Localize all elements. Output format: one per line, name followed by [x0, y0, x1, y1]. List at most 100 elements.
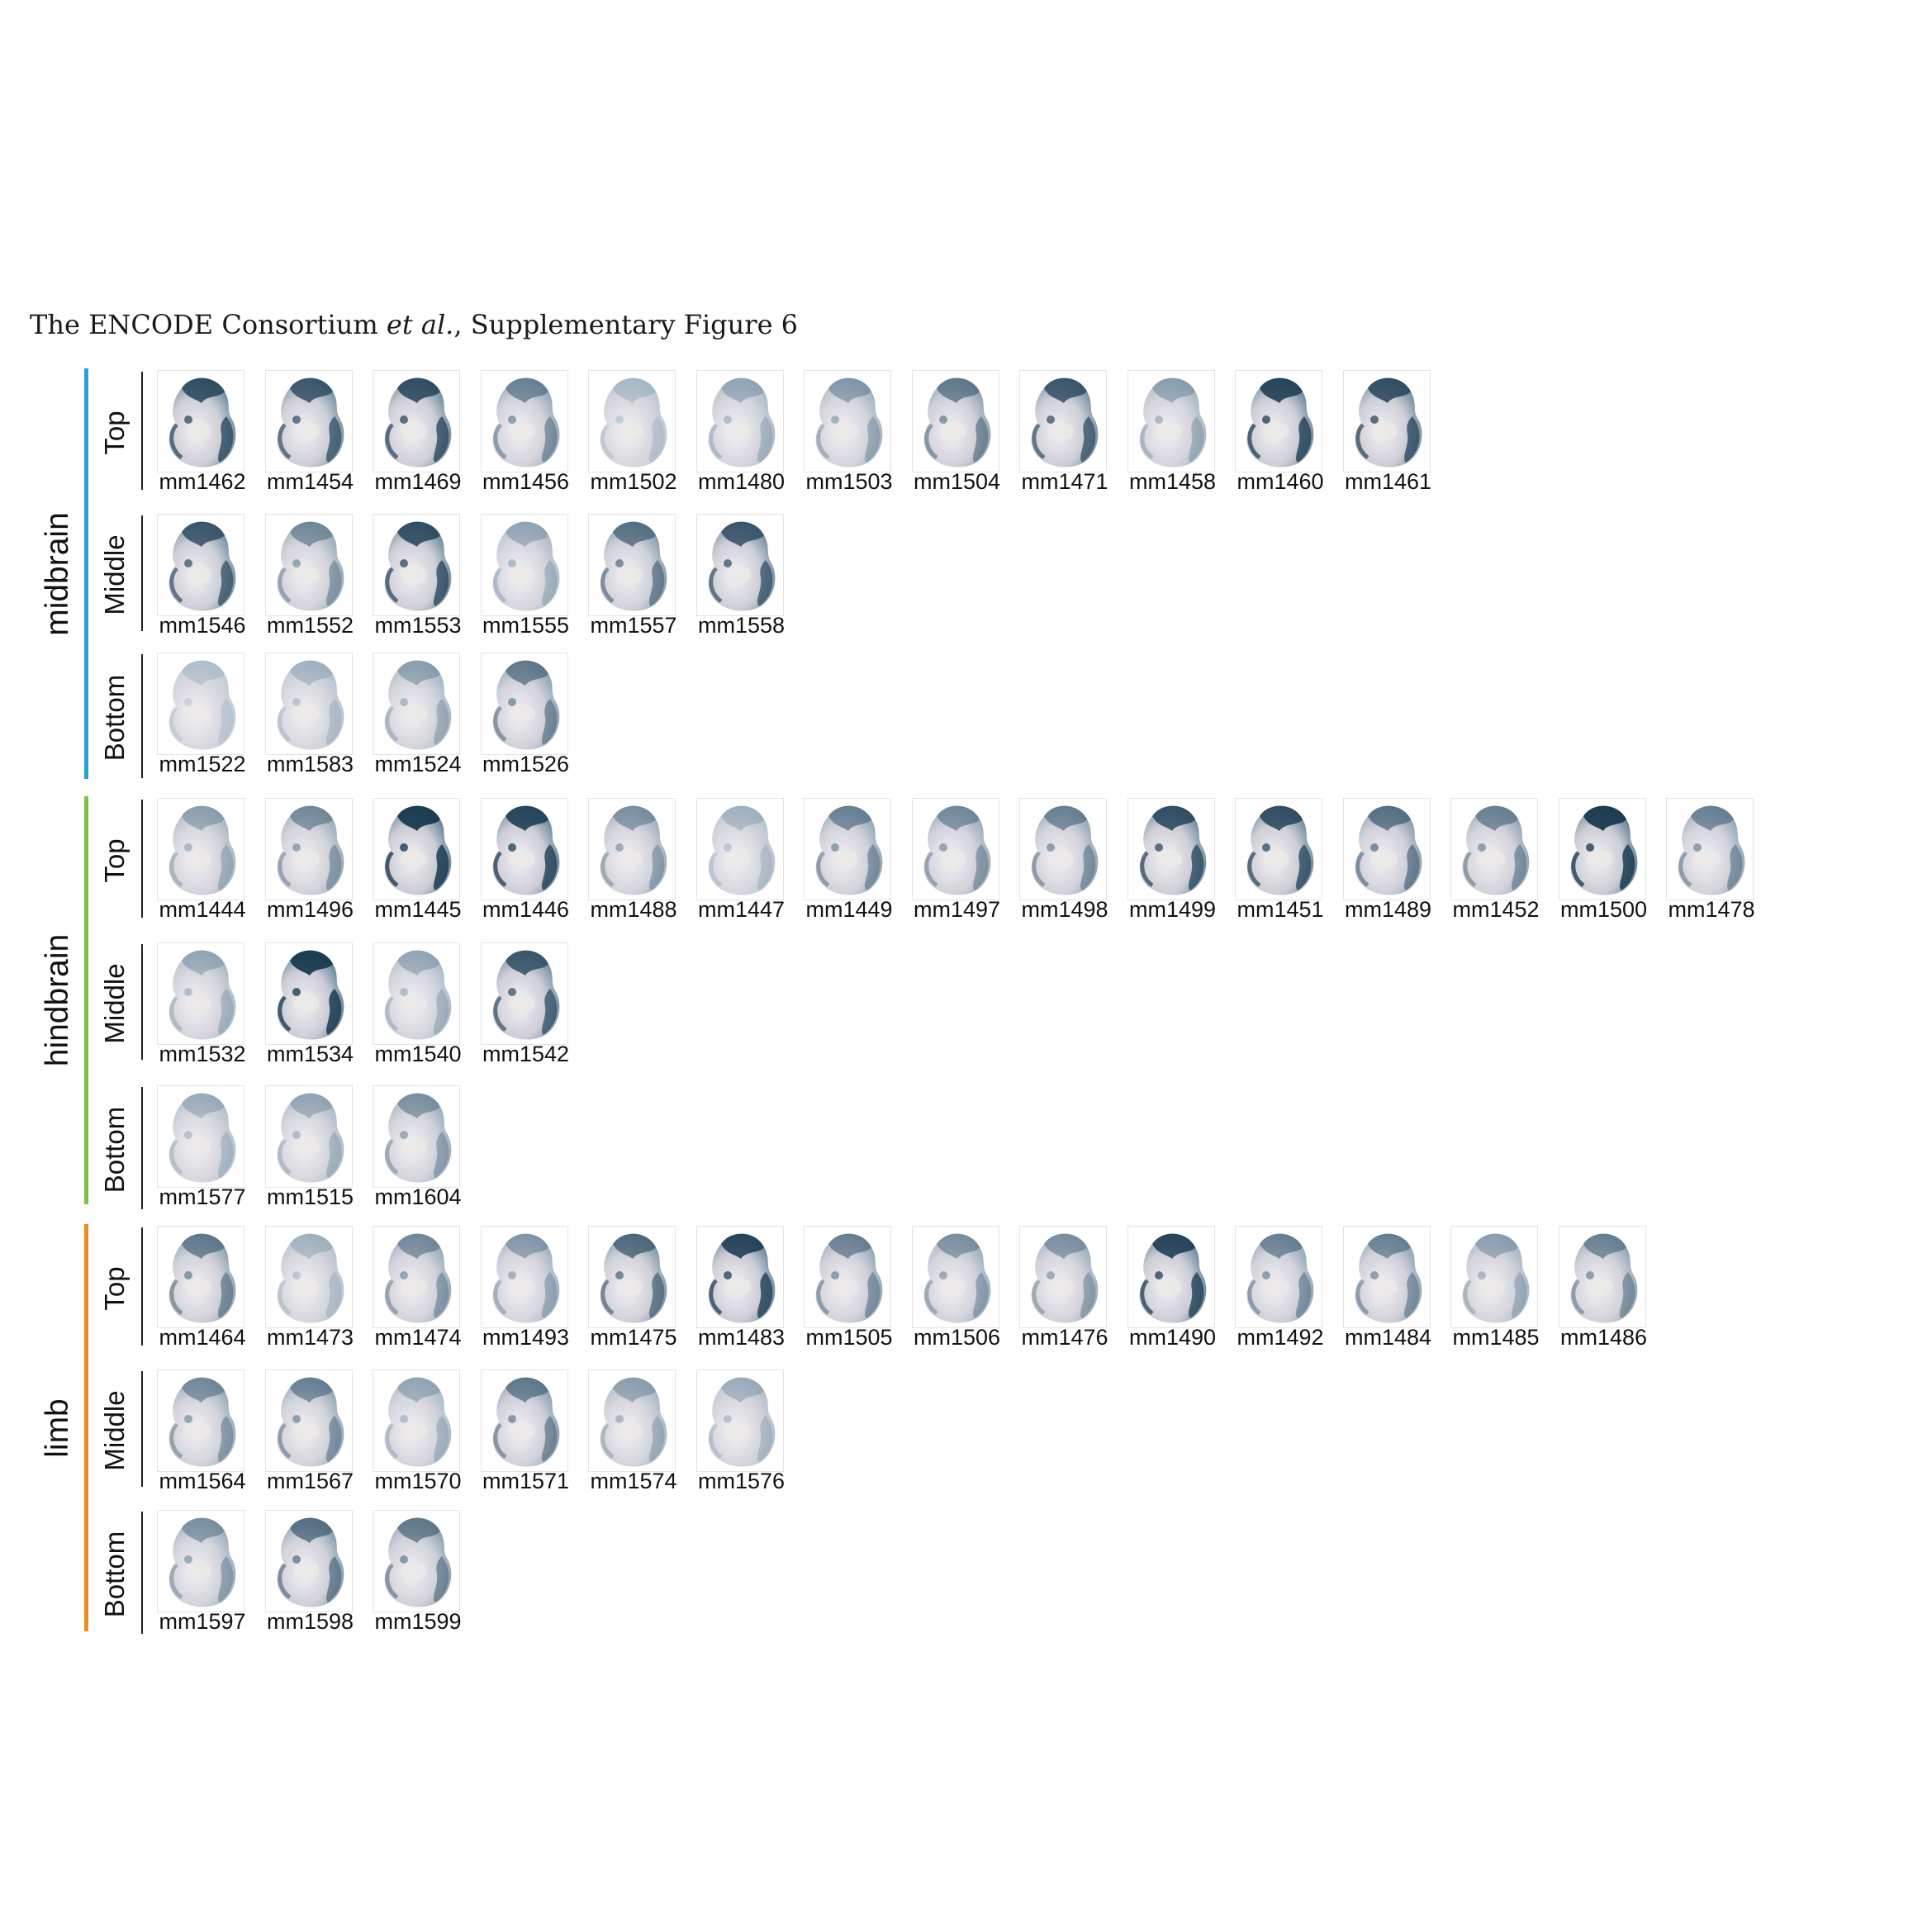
- embryo-stain-graphic: [384, 660, 452, 750]
- embryo-stain-graphic: [1462, 805, 1530, 895]
- embryo-image-mm1504: mm1504: [911, 370, 1003, 502]
- embryo-stain-graphic: [492, 950, 559, 1040]
- region-label-limb: limb: [40, 1398, 75, 1458]
- embryo-image-mm1497: mm1497: [911, 798, 1003, 930]
- embryo-image-mm1558: mm1558: [695, 514, 787, 646]
- embryo-id-label: mm1478: [1668, 897, 1755, 922]
- embryo-id-label: mm1474: [374, 1325, 462, 1350]
- embryo-image-mm1499: mm1499: [1127, 798, 1218, 930]
- embryo-stain-graphic: [492, 660, 559, 750]
- embryo-image-mm1456: mm1456: [480, 370, 572, 502]
- embryo-stain-graphic: [815, 1233, 883, 1323]
- embryo-stain-graphic: [1139, 805, 1206, 895]
- embryo-stain-graphic: [277, 950, 344, 1040]
- embryo-id-label: mm1445: [374, 897, 462, 922]
- embryo-image-mm1496: mm1496: [264, 798, 356, 930]
- embryo-image-mm1445: mm1445: [373, 798, 463, 930]
- embryo-image-mm1534: mm1534: [264, 942, 356, 1075]
- embryo-image-mm1503: mm1503: [804, 370, 895, 502]
- embryo-id-label: mm1558: [697, 613, 786, 638]
- embryo-stain-graphic: [1031, 805, 1099, 895]
- embryo-image-mm1446: mm1446: [480, 798, 572, 930]
- embryo-image-mm1484: mm1484: [1342, 1226, 1434, 1358]
- region-bar-hindbrain: [84, 796, 88, 1204]
- embryo-id-label: mm1471: [1021, 469, 1108, 494]
- embryo-image-mm1576: mm1576: [695, 1369, 787, 1502]
- embryo-stain-graphic: [277, 660, 344, 750]
- embryo-image-mm1460: mm1460: [1235, 370, 1326, 502]
- embryo-id-label: mm1555: [482, 613, 570, 638]
- embryo-stain-graphic: [384, 1093, 452, 1183]
- embryo-id-label: mm1454: [266, 469, 354, 494]
- embryo-image-mm1604: mm1604: [373, 1085, 463, 1218]
- embryo-stain-graphic: [169, 521, 236, 611]
- embryo-id-label: mm1473: [266, 1325, 354, 1350]
- embryo-stain-graphic: [815, 377, 883, 468]
- embryo-id-label: mm1505: [805, 1325, 893, 1350]
- embryo-image-mm1451: mm1451: [1235, 798, 1326, 930]
- embryo-stain-graphic: [1139, 377, 1206, 468]
- tier-label-bottom: Bottom: [99, 1106, 130, 1194]
- region-bar-limb: [84, 1224, 88, 1631]
- embryo-image-mm1469: mm1469: [373, 370, 463, 502]
- embryo-image-mm1564: mm1564: [157, 1369, 248, 1502]
- tier-label-middle: Middle: [99, 534, 130, 615]
- embryo-id-label: mm1469: [374, 469, 462, 494]
- embryo-image-mm1488: mm1488: [588, 798, 679, 930]
- embryo-id-label: mm1489: [1344, 897, 1432, 922]
- embryo-stain-graphic: [708, 377, 775, 468]
- embryo-id-label: mm1488: [590, 897, 677, 922]
- header-prefix: The ENCODE Consortium: [30, 309, 387, 340]
- embryo-stain-graphic: [169, 950, 236, 1040]
- embryo-stain-graphic: [1462, 1233, 1530, 1323]
- tier-divider: [141, 372, 143, 490]
- embryo-id-label: mm1557: [590, 613, 677, 638]
- embryo-id-label: mm1552: [266, 613, 354, 638]
- embryo-image-mm1452: mm1452: [1450, 798, 1541, 930]
- embryo-id-label: mm1522: [159, 752, 246, 776]
- embryo-stain-graphic: [1570, 805, 1637, 895]
- embryo-image-mm1598: mm1598: [264, 1510, 356, 1642]
- embryo-stain-graphic: [277, 1517, 344, 1607]
- embryo-image-mm1473: mm1473: [264, 1226, 356, 1358]
- embryo-stain-graphic: [169, 1377, 236, 1467]
- embryo-id-label: mm1498: [1021, 897, 1108, 922]
- embryo-image-mm1449: mm1449: [804, 798, 895, 930]
- embryo-stain-graphic: [384, 1377, 452, 1467]
- header-italic: et al.: [386, 309, 454, 340]
- embryo-image-mm1485: mm1485: [1450, 1226, 1541, 1358]
- embryo-image-mm1493: mm1493: [480, 1226, 572, 1358]
- embryo-image-mm1552: mm1552: [264, 514, 356, 646]
- embryo-image-mm1526: mm1526: [480, 653, 572, 785]
- embryo-id-label: mm1532: [159, 1042, 246, 1066]
- embryo-id-label: mm1460: [1237, 469, 1324, 494]
- embryo-image-mm1476: mm1476: [1019, 1226, 1110, 1358]
- embryo-stain-graphic: [600, 1377, 667, 1467]
- embryo-stain-graphic: [1246, 805, 1314, 895]
- embryo-stain-graphic: [1246, 377, 1314, 468]
- embryo-id-label: mm1574: [590, 1469, 677, 1493]
- embryo-id-label: mm1461: [1344, 469, 1432, 494]
- embryo-image-mm1583: mm1583: [264, 653, 356, 785]
- embryo-image-mm1490: mm1490: [1127, 1226, 1218, 1358]
- embryo-id-label: mm1571: [482, 1469, 570, 1493]
- embryo-image-mm1458: mm1458: [1127, 370, 1218, 502]
- tier-label-top: Top: [99, 838, 130, 883]
- embryo-stain-graphic: [708, 805, 775, 895]
- embryo-stain-graphic: [169, 660, 236, 750]
- embryo-id-label: mm1597: [159, 1609, 246, 1634]
- embryo-image-mm1515: mm1515: [264, 1085, 356, 1218]
- embryo-stain-graphic: [923, 1233, 990, 1323]
- embryo-image-mm1474: mm1474: [373, 1226, 463, 1358]
- embryo-id-label: mm1502: [590, 469, 677, 494]
- embryo-stain-graphic: [1355, 1233, 1422, 1323]
- embryo-image-mm1447: mm1447: [695, 798, 787, 930]
- embryo-stain-graphic: [277, 805, 344, 895]
- embryo-stain-graphic: [600, 377, 667, 468]
- embryo-image-mm1532: mm1532: [157, 942, 248, 1075]
- embryo-stain-graphic: [1246, 1233, 1314, 1323]
- embryo-id-label: mm1576: [697, 1469, 786, 1493]
- embryo-id-label: mm1464: [159, 1325, 246, 1350]
- embryo-id-label: mm1534: [266, 1042, 354, 1066]
- tier-label-middle: Middle: [99, 963, 130, 1044]
